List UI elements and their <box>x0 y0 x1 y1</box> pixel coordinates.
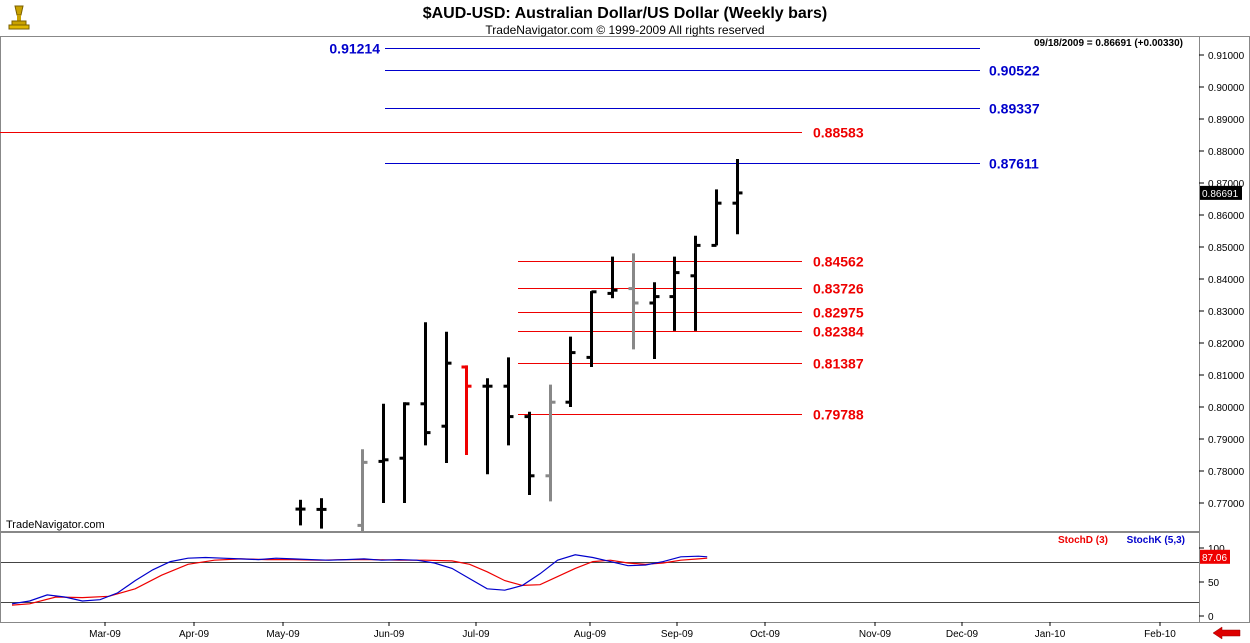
ohlc-bar <box>482 378 493 475</box>
price-tick-label: 0.84000 <box>1208 275 1245 286</box>
stoch-last-label: 87.06 <box>1202 553 1227 564</box>
level-label: 0.79788 <box>813 407 864 423</box>
ohlc-bars <box>295 159 743 531</box>
ohlc-bar <box>586 290 597 367</box>
level-label: 0.84562 <box>813 254 864 270</box>
ohlc-bar <box>441 331 452 463</box>
level-label: 0.82384 <box>813 324 864 340</box>
ohlc-bar <box>669 256 680 331</box>
ohlc-bar <box>711 189 722 247</box>
ohlc-bar <box>732 159 743 235</box>
stoch-legend-label: StochK (5,3) <box>1127 535 1185 546</box>
stoch-tick-label: 50 <box>1208 578 1220 589</box>
price-axis: 0.91000 0.90000 0.89000 0.88000 0.87000 0.860… <box>1199 51 1245 510</box>
ohlc-bar <box>690 235 701 331</box>
price-panel <box>0 36 1200 532</box>
ohlc-bar <box>378 403 389 503</box>
stoch-tick-label: 100 <box>1208 544 1225 555</box>
level-label: 0.81387 <box>813 356 864 372</box>
time-tick-label: Jul-09 <box>462 629 490 640</box>
ohlc-bar <box>503 357 514 446</box>
time-tick-label: Aug-09 <box>574 629 607 640</box>
ohlc-bar <box>357 449 368 531</box>
price-tick-label: 0.91000 <box>1208 51 1245 62</box>
stochastic-panel <box>0 532 1200 623</box>
price-tick-label: 0.90000 <box>1208 83 1245 94</box>
stochastic-axis: 100 50 0 87.06 <box>1199 544 1230 623</box>
time-tick-label: Apr-09 <box>179 629 209 640</box>
price-tick-label: 0.87000 <box>1208 179 1245 190</box>
time-axis: Mar-09 Apr-09 May-09 Jun-09 Jul-09 Aug-09 Sep-… <box>89 622 1176 640</box>
time-tick-label: Mar-09 <box>89 629 121 640</box>
stoch-legend-label: StochD (3) <box>1058 535 1108 546</box>
price-tick-label: 0.83000 <box>1208 307 1245 318</box>
ohlc-bar <box>316 498 327 529</box>
stoch-series-line <box>11 557 708 606</box>
level-label: 0.83726 <box>813 281 864 297</box>
level-label: 0.88583 <box>813 125 864 141</box>
price-tick-label: 0.80000 <box>1208 403 1245 414</box>
price-tick-label: 0.89000 <box>1208 115 1245 126</box>
level-label: 0.82975 <box>813 305 864 321</box>
last-price-box <box>1200 185 1242 200</box>
time-tick-label: Nov-09 <box>859 629 892 640</box>
time-tick-label: Oct-09 <box>750 629 780 640</box>
time-tick-label: Jun-09 <box>374 629 405 640</box>
ohlc-bar <box>565 336 576 407</box>
stochastic-lines: StochD (3) StochK (5,3) <box>1 535 1199 606</box>
level-label: 0.90522 <box>989 63 1040 79</box>
time-tick-label: May-09 <box>266 629 300 640</box>
ohlc-bar <box>524 411 535 495</box>
level-label: 0.89337 <box>989 101 1040 117</box>
fib-levels: 0.91214 0.90522 0.89337 0.88583 0.87611 0.845… <box>0 41 1040 423</box>
ohlc-bar <box>649 282 660 359</box>
price-tick-label: 0.88000 <box>1208 147 1245 158</box>
ohlc-bar <box>628 253 639 350</box>
ohlc-bar <box>295 499 306 526</box>
price-tick-label: 0.77000 <box>1208 499 1245 510</box>
trophy-icon <box>8 5 30 30</box>
ohlc-bar <box>399 402 410 503</box>
price-tick-label: 0.85000 <box>1208 243 1245 254</box>
ohlc-bar <box>607 256 618 299</box>
price-tick-label: 0.78000 <box>1208 467 1245 478</box>
ohlc-bar <box>461 365 472 455</box>
last-price-label: 0.86691 <box>1202 189 1239 200</box>
ohlc-bar <box>545 384 556 502</box>
chart-subtitle: TradeNavigator.com © 1999-2009 All right… <box>485 23 764 37</box>
level-label: 0.91214 <box>329 41 380 57</box>
stoch-last-box <box>1200 549 1230 564</box>
stoch-series-line <box>11 554 708 605</box>
scroll-left-arrow-icon[interactable] <box>1212 626 1241 640</box>
quote-readout: 09/18/2009 = 0.86691 (+0.00330) <box>1034 38 1183 49</box>
price-axis-panel <box>1199 36 1250 623</box>
price-tick-label: 0.79000 <box>1208 435 1245 446</box>
time-tick-label: Sep-09 <box>661 629 694 640</box>
chart-title: $AUD-USD: Australian Dollar/US Dollar (W… <box>423 5 828 22</box>
time-tick-label: Dec-09 <box>946 629 979 640</box>
stoch-tick-label: 0 <box>1208 612 1214 623</box>
ohlc-bar <box>420 322 431 446</box>
watermark: TradeNavigator.com <box>6 519 105 531</box>
time-tick-label: Jan-10 <box>1035 629 1066 640</box>
level-label: 0.87611 <box>989 156 1039 172</box>
price-tick-label: 0.82000 <box>1208 339 1245 350</box>
price-tick-label: 0.86000 <box>1208 211 1245 222</box>
price-tick-label: 0.81000 <box>1208 371 1245 382</box>
time-tick-label: Feb-10 <box>1144 629 1176 640</box>
